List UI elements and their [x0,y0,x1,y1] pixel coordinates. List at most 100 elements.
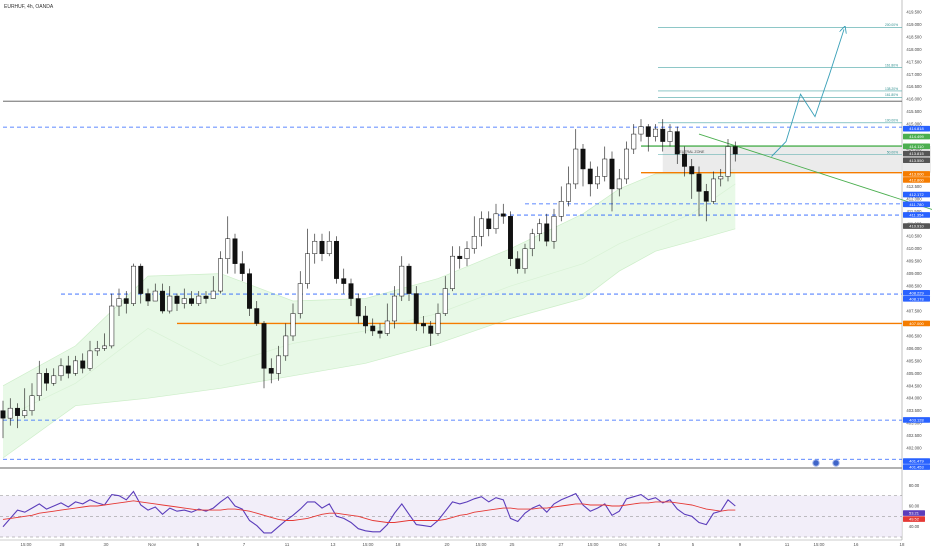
price-tick-label: 409.000 [906,271,922,276]
candle-body [457,255,463,259]
price-tag-label: 408.229 [909,290,924,295]
price-tag-label: 407.000 [909,321,924,326]
fib-level-label: 161.80% [885,63,898,67]
neutral-zone-label: NEUTRAL ZONE [677,150,705,154]
rsi-tick-label: 40.00 [909,524,920,529]
candle-body [312,240,318,254]
rsi-tick-label: 60.00 [909,504,920,509]
candle-body [479,218,484,237]
candle-body [667,131,673,142]
price-tick-label: 410.000 [906,246,922,251]
candle-body [268,368,274,374]
candle-body [348,283,354,299]
price-tick-label: 417.500 [906,59,922,64]
candle-body [450,255,455,289]
candle-body [189,298,194,304]
candle-body [689,166,695,175]
time-tick-label: 3 [658,542,661,547]
candle-body [51,375,57,384]
price-tick-label: 419.500 [906,9,922,14]
price-tag-label: 414.818 [909,126,924,131]
candle-body [261,323,267,369]
candle-body [413,293,419,324]
time-tick-label: Nov [148,542,157,547]
price-tick-label: 412.500 [906,184,922,189]
bollinger-upper [2,168,736,387]
candle-body [624,148,629,180]
price-tag-label: 410.910 [909,224,924,229]
price-tag [903,296,930,302]
price-tag [903,201,930,208]
candle-body [138,265,144,294]
price-tick-label: 415.500 [906,109,922,114]
candle-body [160,290,165,312]
fib-level-label: 138.20% [885,87,898,91]
price-tag [903,458,930,464]
candle-body [58,365,64,377]
candle-body [732,146,738,155]
price-tag [903,150,930,157]
price-tick-label: 402.500 [906,433,922,438]
candle-body [123,298,129,304]
price-tick-label: 405.500 [906,358,922,363]
price-tick-label: 406.500 [906,333,922,338]
candle-body [181,298,187,304]
candle-body [152,290,158,302]
price-tick-label: 416.000 [906,97,922,102]
projection-path [771,29,845,157]
price-tick-label: 416.500 [906,84,922,89]
candle-body [131,265,136,304]
candle-body [435,313,441,334]
candle-body [428,325,434,334]
price-tag [903,290,930,296]
price-tag-label: 414.110 [909,144,924,149]
candle-body [254,308,260,324]
candle-body [29,395,35,411]
symbol-header: EURHUF, 4h, OANDA [4,4,54,10]
candle-body [566,183,571,202]
candle-body [653,128,658,137]
rsi-value-label: 53.21 [909,511,920,516]
candle-body [355,298,361,317]
rsi-line [2,490,736,534]
time-tick-label: 15:00 [21,542,33,547]
candle-body [587,168,593,185]
candle-body [218,258,223,292]
price-tag [903,171,930,177]
price-tag [903,143,930,150]
candle-body [515,258,521,269]
candle-body [631,133,637,150]
candle-body [493,213,499,230]
time-tick-label: 20 [445,542,450,547]
candle-body [326,240,332,254]
time-tick-label: 18 [396,542,401,547]
candle-body [660,128,666,142]
time-tick-label: 5 [692,542,695,547]
rsi-tick-label: 80.00 [909,483,920,488]
candle-body [102,345,107,349]
price-tick-label: 410.500 [906,234,922,239]
price-tag [903,133,930,140]
fib-level-label: 161.80% [885,93,898,97]
candle-body [232,238,238,264]
rsi-value-label: 49.52 [909,517,920,522]
price-tick-label: 405.000 [906,371,922,376]
candle-body [174,295,180,304]
bollinger-lower [2,228,736,459]
candle-body [283,335,289,357]
candle-body [65,365,71,374]
price-tag-label: 413.550 [909,158,924,163]
candle-body [399,265,405,297]
price-tag [903,320,930,327]
time-tick-label: 13 [331,542,336,547]
candle-body [573,148,579,185]
time-tick-label: 15:00 [588,542,600,547]
candle-body [442,288,448,314]
candle-body [15,407,20,416]
candle-body [529,233,535,249]
candle-body [508,216,513,259]
price-tick-label: 404.500 [906,383,922,388]
candle-body [145,293,151,302]
fib-level-label: 50.00% [887,150,898,154]
